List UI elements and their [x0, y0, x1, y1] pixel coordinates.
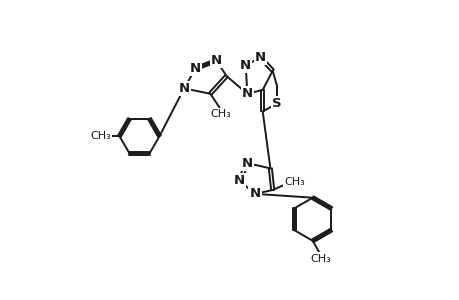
Text: N: N	[234, 174, 245, 187]
Text: S: S	[271, 97, 281, 110]
Text: CH₃: CH₃	[309, 254, 330, 263]
Text: CH₃: CH₃	[90, 131, 111, 141]
Text: N: N	[241, 157, 252, 169]
Text: N: N	[249, 187, 260, 200]
Text: N: N	[211, 54, 222, 67]
Text: N: N	[178, 82, 189, 95]
Text: N: N	[241, 87, 252, 100]
Text: CH₃: CH₃	[283, 177, 304, 187]
Text: N: N	[240, 59, 251, 72]
Text: N: N	[254, 51, 265, 64]
Text: N: N	[190, 62, 201, 75]
Text: CH₃: CH₃	[210, 109, 231, 119]
